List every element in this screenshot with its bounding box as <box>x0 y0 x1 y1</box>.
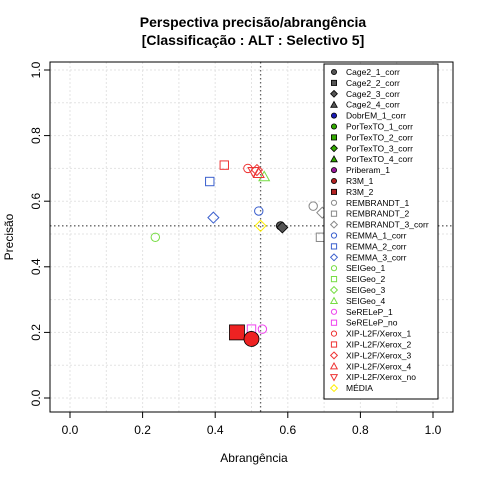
x-tick-label: 0.2 <box>134 423 151 437</box>
data-point <box>254 219 267 232</box>
legend-marker <box>330 123 337 130</box>
data-point-large <box>229 324 245 341</box>
legend-label: SEIGeo_3 <box>346 285 385 295</box>
data-point <box>150 232 161 242</box>
y-tick-label: 0.8 <box>29 127 43 144</box>
data-point <box>308 201 318 211</box>
legend-label: REMBRANDT_2 <box>346 209 410 219</box>
legend-label: SEIGeo_4 <box>346 296 385 306</box>
legend-marker <box>330 167 337 174</box>
legend-marker <box>330 79 337 86</box>
data-point <box>250 163 264 177</box>
legend-marker <box>329 351 339 360</box>
reference-lines <box>50 62 453 412</box>
x-axis-label: Abrangência <box>220 451 288 465</box>
legend-label: PorTexTO_4_corr <box>346 154 413 164</box>
legend-marker <box>330 330 338 337</box>
legend-label: REMMA_1_corr <box>346 231 407 241</box>
legend-marker <box>330 112 337 119</box>
legend-marker <box>330 199 338 206</box>
legend-marker <box>329 296 339 304</box>
legend-marker <box>329 285 339 295</box>
legend-marker <box>330 319 338 326</box>
data-point <box>254 206 264 216</box>
x-tick-label: 0.8 <box>352 423 369 437</box>
y-axis-label: Precisão <box>2 213 16 260</box>
legend-box <box>323 63 439 400</box>
legend-label: SEIGeo_2 <box>346 274 385 284</box>
x-tick-label: 0.0 <box>62 423 79 437</box>
data-point <box>205 176 215 187</box>
legend-label: Cage2_2_corr <box>346 78 400 88</box>
legend-label: XIP-L2F/Xerox_3 <box>346 350 411 360</box>
legend-label: SeRELeP_no <box>346 318 398 328</box>
data-point <box>219 160 229 170</box>
legend: Cage2_1_corrCage2_2_corrCage2_3_corrCage… <box>323 63 439 400</box>
y-tick-label: 0.4 <box>29 258 43 275</box>
legend-marker <box>329 384 339 393</box>
legend-label: MÉDIA <box>346 383 373 393</box>
x-tick-label: 1.0 <box>425 423 442 437</box>
legend-label: XIP-L2F/Xerox_no <box>346 372 416 382</box>
y-tick-label: 0.2 <box>29 324 43 341</box>
legend-label: PorTexTO_1_corr <box>346 122 413 132</box>
data-point <box>247 166 260 178</box>
legend-marker <box>329 362 339 370</box>
y-tick-label: 0.6 <box>29 193 43 210</box>
y-axis: 0.0 0.2 0.4 0.6 0.8 1.0 <box>29 61 51 406</box>
legend-marker <box>329 253 339 262</box>
legend-label: XIP-L2F/Xerox_4 <box>346 361 411 371</box>
legend-marker <box>330 144 338 153</box>
legend-marker <box>329 220 339 229</box>
legend-marker <box>330 155 338 163</box>
legend-marker <box>329 374 339 382</box>
legend-label: REMBRANDT_3_corr <box>346 220 429 230</box>
legend-marker <box>330 188 337 195</box>
legend-label: XIP-L2F/Xerox_1 <box>346 329 411 339</box>
legend-marker <box>330 177 337 184</box>
legend-marker <box>330 210 338 217</box>
legend-marker <box>330 134 337 141</box>
y-tick-label: 0.0 <box>29 389 43 406</box>
legend-marker <box>330 100 338 108</box>
data-point <box>207 211 220 224</box>
legend-label: REMMA_2_corr <box>346 241 407 251</box>
legend-label: XIP-L2F/Xerox_2 <box>346 340 411 350</box>
data-point <box>243 163 253 174</box>
legend-marker <box>330 89 338 98</box>
legend-label: Priberam_1 <box>346 165 390 175</box>
legend-marker <box>330 265 338 272</box>
legend-label: SeRELeP_1 <box>346 307 393 317</box>
legend-label: REMBRANDT_1 <box>346 198 410 208</box>
data-point <box>258 170 271 182</box>
legend-marker <box>330 276 338 283</box>
legend-label: R3M_2 <box>346 187 374 197</box>
x-tick-label: 0.6 <box>279 423 296 437</box>
legend-marker <box>330 341 338 348</box>
legend-label: Cage2_1_corr <box>346 67 400 77</box>
legend-label: Cage2_3_corr <box>346 89 400 99</box>
data-point-large <box>243 331 260 347</box>
legend-label: REMMA_3_corr <box>346 252 407 262</box>
data-point <box>276 221 289 234</box>
legend-label: DobrEM_1_corr <box>346 111 406 121</box>
legend-marker <box>330 243 338 250</box>
legend-marker <box>330 232 338 239</box>
y-tick-label: 1.0 <box>29 61 43 78</box>
legend-label: R3M_1 <box>346 176 374 186</box>
legend-label: Cage2_4_corr <box>346 100 400 110</box>
data-point <box>257 324 268 334</box>
legend-marker <box>330 69 337 76</box>
chart-title-line-2: [Classificação : ALT : Selectivo 5] <box>142 32 365 48</box>
legend-marker <box>330 308 338 315</box>
x-axis: 0.0 0.2 0.4 0.6 0.8 1.0 <box>62 411 442 437</box>
legend-label: PorTexTO_2_corr <box>346 132 413 142</box>
chart-title-line-1: Perspectiva precisão/abrangência <box>140 14 367 30</box>
x-tick-label: 0.4 <box>207 423 224 437</box>
legend-label: PorTexTO_3_corr <box>346 143 413 153</box>
legend-label: SEIGeo_1 <box>346 263 385 273</box>
